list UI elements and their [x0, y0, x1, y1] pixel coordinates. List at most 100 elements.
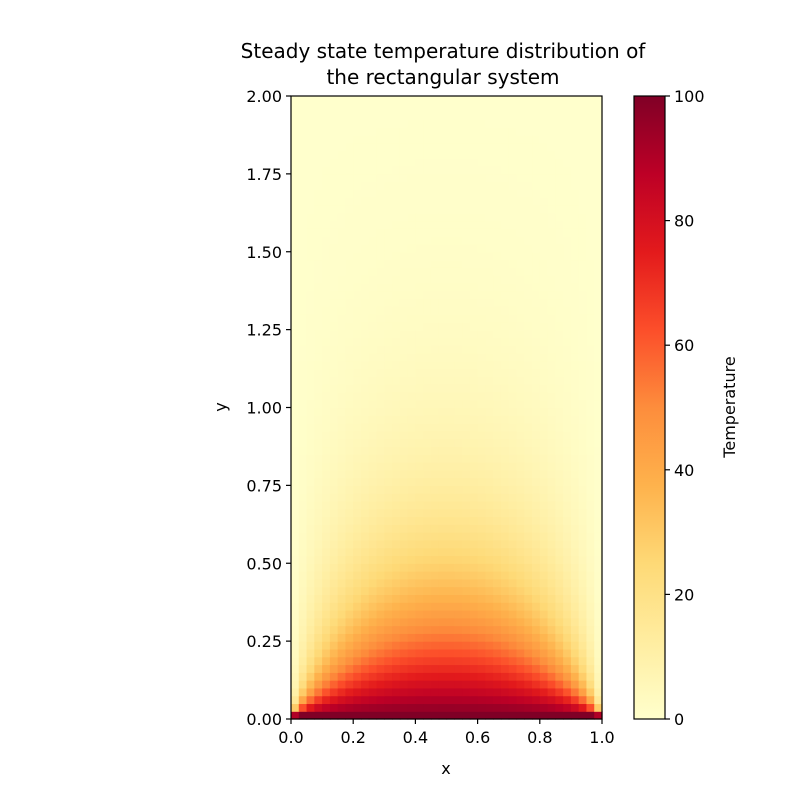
heatmap-cell [322, 275, 331, 284]
heatmap-cell [298, 539, 308, 549]
heatmap-cell [345, 539, 354, 549]
heatmap-cell [508, 150, 518, 159]
heatmap-cell [446, 415, 455, 424]
heatmap-cell [485, 321, 494, 331]
heatmap-cell [563, 267, 572, 276]
heatmap-cell [415, 275, 424, 284]
heatmap-cell [298, 687, 308, 697]
heatmap-cell [298, 267, 308, 276]
heatmap-cell [438, 516, 448, 525]
heatmap-cell [360, 197, 370, 206]
heatmap-cell [469, 119, 479, 128]
heatmap-cell [516, 578, 525, 588]
heatmap-cell [594, 321, 603, 331]
heatmap-cell [469, 609, 479, 619]
heatmap-cell [368, 438, 378, 448]
heatmap-cell [353, 236, 362, 245]
heatmap-cell [532, 368, 541, 377]
heatmap-cell [407, 220, 417, 229]
heatmap-cell [322, 633, 331, 642]
heatmap-cell [392, 586, 401, 595]
heatmap-cell [291, 680, 300, 689]
heatmap-cell [485, 539, 494, 549]
heatmap-cell [570, 430, 580, 440]
heatmap-cell [322, 166, 331, 175]
heatmap-cell [298, 462, 308, 471]
heatmap-cell [485, 150, 494, 159]
heatmap-cell [563, 415, 572, 424]
heatmap-cell [469, 337, 479, 346]
heatmap-cell [353, 563, 362, 572]
heatmap-cell [500, 220, 510, 229]
heatmap-cell [594, 508, 603, 518]
heatmap-cell [594, 500, 603, 510]
heatmap-cell [578, 609, 588, 619]
heatmap-cell [384, 586, 393, 595]
heatmap-cell [547, 259, 556, 268]
heatmap-cell [423, 282, 432, 292]
heatmap-cell [392, 337, 401, 346]
heatmap-cell [477, 454, 486, 463]
heatmap-cell [485, 430, 494, 440]
heatmap-cell [555, 485, 564, 494]
heatmap-cell [337, 368, 347, 377]
heatmap-cell [477, 648, 486, 658]
heatmap-cell [516, 290, 525, 300]
heatmap-cell [524, 586, 533, 595]
heatmap-cell [306, 236, 315, 245]
heatmap-cell [500, 127, 510, 136]
heatmap-cell [368, 625, 378, 634]
heatmap-cell [430, 423, 440, 432]
heatmap-cell [500, 173, 510, 183]
heatmap-cell [314, 384, 323, 393]
heatmap-cell [508, 711, 518, 720]
heatmap-cell [563, 119, 572, 128]
heatmap-cell [594, 609, 603, 619]
heatmap-cell [329, 485, 339, 494]
heatmap-cell [586, 532, 595, 541]
heatmap-cell [446, 275, 455, 284]
heatmap-cell [384, 563, 393, 572]
heatmap-cell [345, 477, 354, 486]
heatmap-cell [532, 524, 541, 533]
heatmap-cell [298, 314, 308, 323]
heatmap-cell [462, 290, 471, 300]
heatmap-cell [329, 687, 339, 697]
heatmap-cell [360, 384, 370, 393]
heatmap-cell [555, 236, 564, 245]
heatmap-cell [570, 516, 580, 525]
chart-title-line-1: Steady state temperature distribution of [241, 39, 647, 63]
heatmap-cell [500, 571, 510, 580]
heatmap-cell [508, 329, 518, 339]
heatmap-cell [508, 539, 518, 549]
heatmap-cell [563, 532, 572, 541]
heatmap-cell [586, 516, 595, 525]
heatmap-cell [578, 711, 588, 720]
heatmap-cell [322, 173, 331, 183]
heatmap-cell [570, 547, 580, 557]
heatmap-cell [353, 407, 362, 416]
heatmap-cell [353, 360, 362, 370]
heatmap-cell [291, 539, 300, 549]
heatmap-cell [462, 368, 471, 377]
heatmap-cell [539, 298, 549, 307]
heatmap-cell [423, 508, 432, 518]
heatmap-cell [314, 205, 323, 214]
heatmap-cell [594, 415, 603, 424]
heatmap-cell [392, 648, 401, 658]
heatmap-cell [469, 664, 479, 673]
heatmap-cell [360, 166, 370, 175]
heatmap-cell [407, 337, 417, 346]
heatmap-cell [500, 360, 510, 370]
y-tick-label: 1.00 [246, 399, 282, 418]
heatmap-cell [314, 189, 323, 198]
heatmap-cell [539, 462, 549, 471]
heatmap-cell [516, 251, 525, 261]
heatmap-cell [563, 625, 572, 634]
heatmap-cell [360, 321, 370, 331]
heatmap-cell [485, 438, 494, 448]
heatmap-cell [508, 275, 518, 284]
heatmap-cell [539, 571, 549, 580]
heatmap-cell [423, 142, 432, 152]
heatmap-cell [298, 197, 308, 206]
